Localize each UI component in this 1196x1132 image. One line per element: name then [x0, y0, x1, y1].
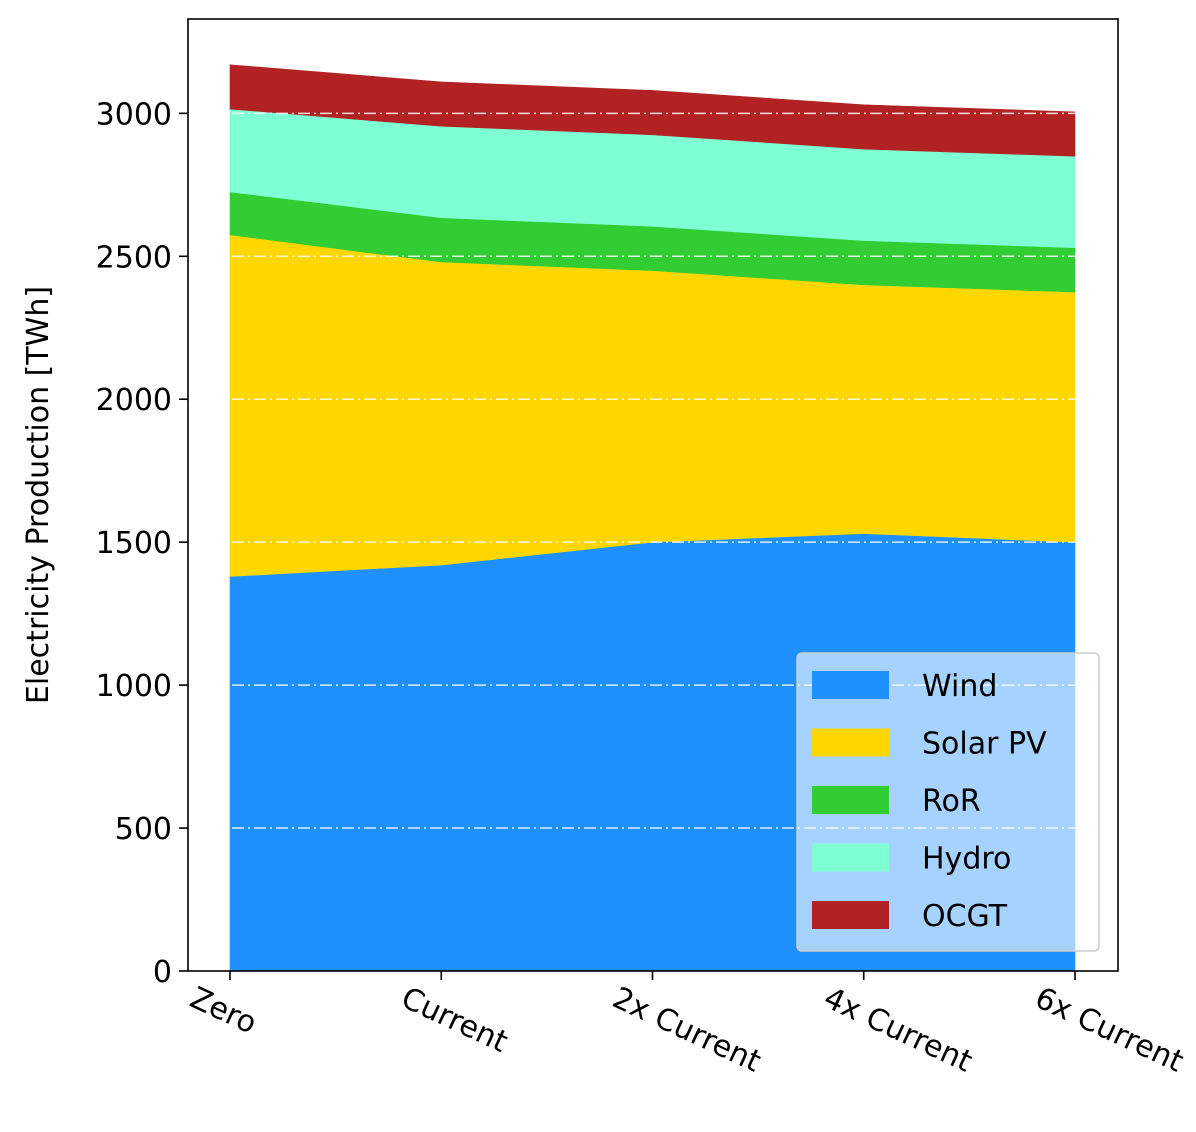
legend-swatch-ror: [812, 786, 889, 814]
legend-label-wind: Wind: [922, 669, 997, 704]
legend-swatch-wind: [812, 671, 889, 699]
y-tick-label: 1000: [96, 669, 172, 704]
legend: Wind Solar PV RoR Hydro OCGT: [796, 652, 1100, 952]
x-tick-label: Current: [396, 981, 513, 1060]
x-tick-label: 2x Current: [607, 981, 766, 1080]
legend-label-ror: RoR: [922, 784, 981, 819]
area-series-group: [229, 64, 1076, 972]
legend-swatch-solar-pv: [812, 728, 889, 757]
legend-label-hydro: Hydro: [922, 842, 1011, 877]
y-tick-label: 2000: [96, 383, 172, 418]
y-axis-label: Electricity Production [TWh]: [21, 286, 56, 704]
legend-label-ocgt: OCGT: [922, 899, 1008, 934]
y-tick-label: 1500: [96, 526, 172, 561]
legend-swatch-hydro: [812, 843, 889, 872]
y-tick-label: 3000: [96, 97, 172, 132]
y-tick-label: 0: [153, 955, 172, 990]
x-axis: Zero Current 2x Current 4x Current 6x Curren…: [185, 971, 1189, 1080]
y-tick-label: 500: [115, 812, 172, 847]
legend-box: [796, 652, 1100, 952]
area-ocgt: [229, 64, 1076, 157]
y-axis: 0 500 1000 1500 2000 2500 3000: [96, 97, 188, 990]
x-tick-label: 4x Current: [818, 981, 977, 1080]
legend-swatch-ocgt: [812, 901, 889, 929]
y-tick-label: 2500: [96, 240, 172, 275]
x-tick-label: Zero: [185, 981, 262, 1042]
x-tick-label: 6x Current: [1030, 981, 1189, 1080]
legend-label-solar-pv: Solar PV: [922, 727, 1047, 762]
